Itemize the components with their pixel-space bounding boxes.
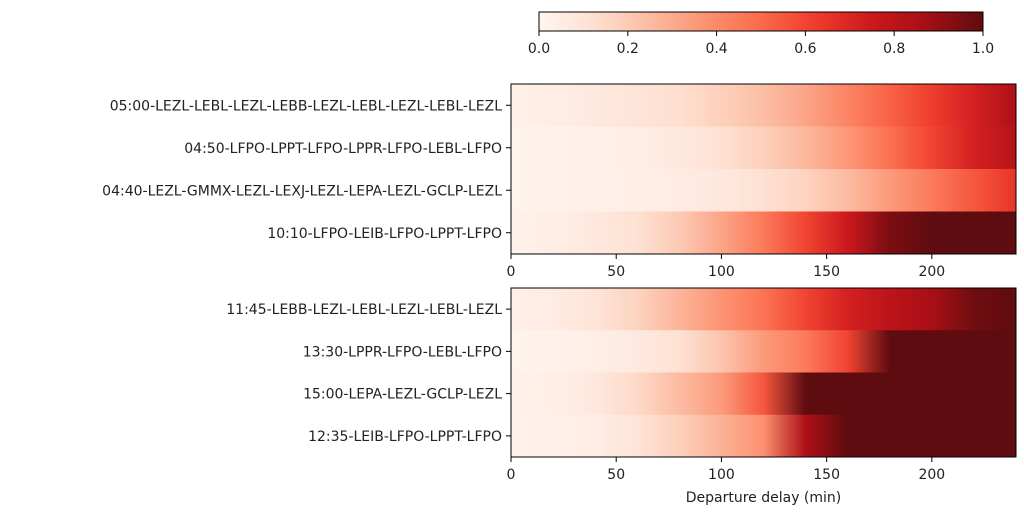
row-label: 13:30-LPPR-LFPO-LEBL-LFPO: [303, 344, 502, 360]
colorbar-tick-label: 0.6: [794, 41, 816, 57]
heatmap-row: [511, 288, 1016, 331]
row-label: 11:45-LEBB-LEZL-LEBL-LEZL-LEBL-LEZL: [226, 302, 502, 318]
heatmap-row: [511, 126, 1016, 170]
colorbar-tick-label: 1.0: [972, 41, 994, 57]
heatmap-row: [511, 211, 1016, 255]
row-label: 10:10-LFPO-LEIB-LFPO-LPPT-LFPO: [267, 226, 502, 242]
colorbar: 0.0 0.2 0.4 0.6 0.8 1.0: [528, 11, 994, 57]
row-label: 04:40-LEZL-GMMX-LEZL-LEXJ-LEZL-LEPA-LEZL…: [102, 183, 502, 199]
row-label: 12:35-LEIB-LFPO-LPPT-LFPO: [308, 429, 502, 445]
x-axis-label: Departure delay (min): [686, 490, 842, 506]
colorbar-tick-label: 0.0: [528, 41, 550, 57]
heatmap-panel-top: 05:00-LEZL-LEBL-LEZL-LEBB-LEZL-LEBL-LEZL…: [102, 83, 1017, 280]
heatmap-row: [511, 84, 1016, 127]
colorbar-tick-label: 0.2: [617, 41, 639, 57]
row-label: 05:00-LEZL-LEBL-LEZL-LEBB-LEZL-LEBL-LEZL…: [110, 98, 502, 114]
x-tick-label: 0: [507, 264, 516, 280]
heatmap-row: [511, 330, 1016, 373]
x-tick-label: 150: [813, 264, 840, 280]
x-tick-label: 50: [607, 467, 625, 483]
x-tick-label: 200: [918, 467, 945, 483]
x-tick-label: 50: [607, 264, 625, 280]
axes-frame: [510, 83, 1017, 255]
heatmap-row: [511, 414, 1016, 458]
colorbar-gradient: [538, 11, 984, 32]
heatmap-row: [511, 169, 1016, 212]
x-tick-label: 150: [813, 467, 840, 483]
colorbar-tick-label: 0.4: [705, 41, 727, 57]
colorbar-tick-label: 0.8: [883, 41, 905, 57]
x-tick-label: 0: [507, 467, 516, 483]
axes-frame: [510, 287, 1017, 458]
row-label: 15:00-LEPA-LEZL-GCLP-LEZL: [303, 387, 502, 403]
x-tick-label: 100: [708, 467, 735, 483]
heatmap-row: [511, 372, 1016, 416]
row-label: 04:50-LFPO-LPPT-LFPO-LPPR-LFPO-LEBL-LFPO: [184, 141, 502, 157]
heatmap-panel-bottom: 11:45-LEBB-LEZL-LEBL-LEZL-LEBL-LEZL 13:30…: [226, 287, 1017, 506]
x-tick-label: 200: [918, 264, 945, 280]
x-tick-label: 100: [708, 264, 735, 280]
